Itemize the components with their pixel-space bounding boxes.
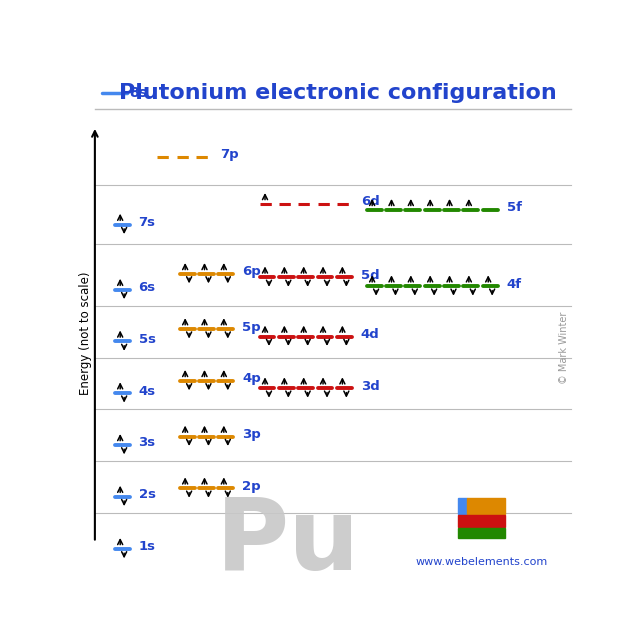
Text: 2p: 2p (242, 480, 261, 493)
Text: 7s: 7s (138, 216, 156, 229)
Bar (458, 528, 506, 538)
Text: 5d: 5d (361, 269, 380, 282)
Text: 4d: 4d (361, 328, 380, 341)
Text: 4p: 4p (242, 372, 261, 385)
Text: 6d: 6d (361, 195, 380, 209)
Text: 3s: 3s (138, 436, 156, 449)
Text: 5s: 5s (138, 333, 156, 346)
Text: 4s: 4s (138, 385, 156, 397)
Text: © Mark Winter: © Mark Winter (559, 312, 568, 384)
Text: Plutonium electronic configuration: Plutonium electronic configuration (119, 83, 557, 103)
Bar (467, 498, 506, 514)
Text: Energy (not to scale): Energy (not to scale) (79, 271, 92, 395)
Bar (458, 498, 467, 514)
Text: 5p: 5p (242, 321, 261, 333)
Text: www.webelements.com: www.webelements.com (415, 557, 548, 567)
Text: 8s: 8s (129, 86, 148, 100)
Text: 7p: 7p (220, 148, 239, 161)
Text: 6s: 6s (138, 281, 156, 294)
Bar (458, 515, 506, 527)
Text: 2s: 2s (138, 488, 156, 501)
Text: 3p: 3p (242, 428, 261, 441)
Text: 3d: 3d (361, 380, 380, 393)
Text: Pu: Pu (216, 494, 360, 591)
Text: 4f: 4f (507, 278, 522, 291)
Text: 1s: 1s (138, 540, 156, 554)
Text: 6p: 6p (242, 266, 261, 278)
Text: 5f: 5f (507, 202, 522, 214)
